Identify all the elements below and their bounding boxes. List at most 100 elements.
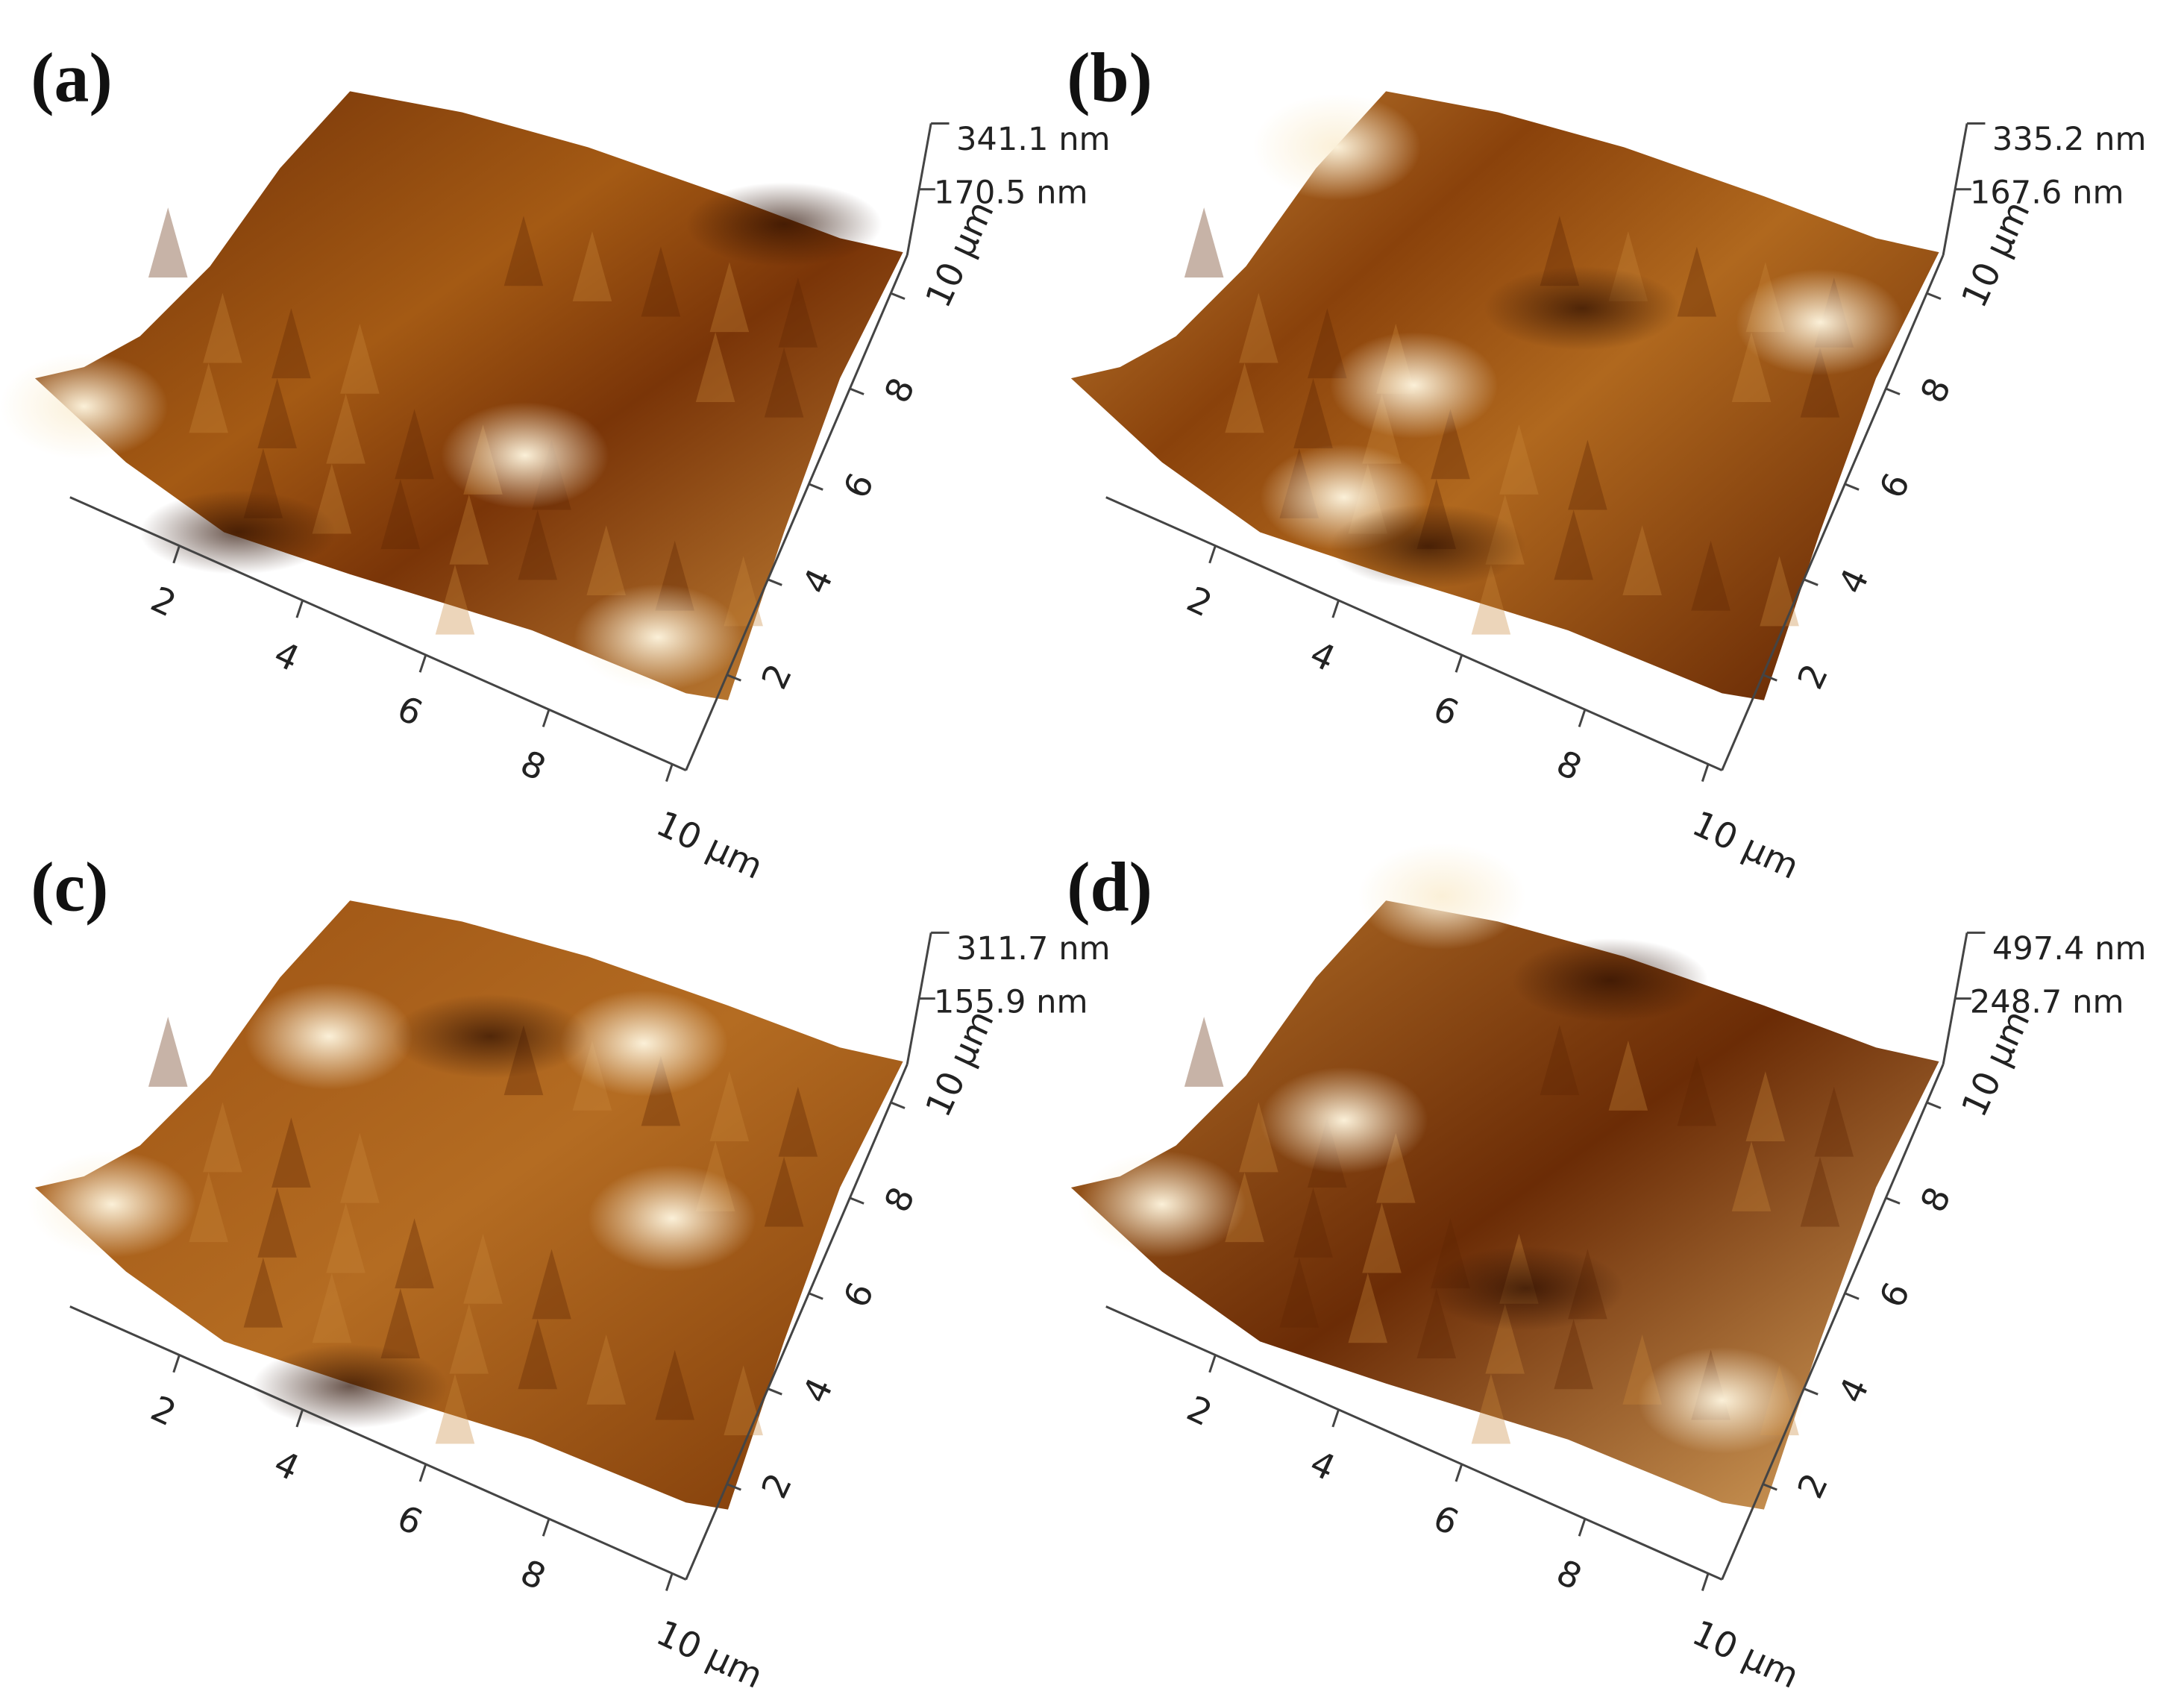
surface-peak xyxy=(272,1117,311,1188)
y-tick xyxy=(767,1387,782,1396)
panel: (a) 2 4 6 8 10 µm 2 4 6 8 10 µm 341.1 nm 170.5 nm xyxy=(0,39,1111,888)
surface-peak xyxy=(1499,424,1539,495)
y-tick-label: 8 xyxy=(1912,371,1959,409)
surface-shadow xyxy=(1428,1246,1625,1331)
surface-peak xyxy=(189,1172,228,1243)
y-tick xyxy=(1926,1101,1942,1109)
surface-peak xyxy=(395,1218,434,1289)
x-tick xyxy=(295,1409,304,1428)
x-tick xyxy=(1455,655,1463,673)
surface-peak xyxy=(1376,1132,1416,1203)
z-axis xyxy=(1942,123,1968,256)
y-tick-label: 8 xyxy=(1912,1181,1959,1218)
x-tick xyxy=(418,655,427,673)
surface-peak xyxy=(1568,439,1607,510)
surface-peak xyxy=(243,1257,283,1328)
surface-peak xyxy=(257,1187,297,1258)
x-axis xyxy=(1105,496,1723,772)
surface-peak xyxy=(380,1288,421,1358)
x-tick xyxy=(1578,709,1587,727)
surface-peak xyxy=(586,525,626,596)
surface-peak xyxy=(1348,1273,1388,1343)
surface-peak xyxy=(1731,1141,1772,1211)
y-tick xyxy=(1762,1483,1777,1491)
surface-highlight xyxy=(1252,94,1422,201)
surface-peak xyxy=(572,231,612,301)
surface-peak xyxy=(189,363,228,433)
x-tick xyxy=(172,1355,181,1373)
surface-highlight xyxy=(1078,1151,1246,1258)
z-max-label: 311.7 nm xyxy=(956,930,1111,967)
surface xyxy=(0,91,903,700)
surface-highlight xyxy=(28,1151,196,1258)
surface-peak xyxy=(435,564,475,635)
y-tick-label: 6 xyxy=(1871,1276,1918,1314)
surface-peak xyxy=(380,479,421,550)
x-axis xyxy=(1105,1305,1723,1581)
x-tick xyxy=(1455,1464,1463,1482)
surface-peak xyxy=(518,509,558,580)
surface-highlight xyxy=(588,1164,756,1272)
surface-peak xyxy=(257,378,297,448)
surface-highlight xyxy=(1358,843,1526,950)
x-tick-label: 10 µm xyxy=(1686,1613,1804,1697)
z-axis xyxy=(1942,932,1968,1065)
x-tick xyxy=(665,1573,674,1591)
z-mid-label: 155.9 nm xyxy=(934,983,1088,1020)
y-tick xyxy=(1926,292,1942,300)
y-tick-label: 8 xyxy=(876,371,923,409)
x-tick xyxy=(295,600,304,618)
surface-peak xyxy=(1554,1319,1593,1390)
x-tick-label: 8 xyxy=(514,743,551,789)
surface-peak xyxy=(724,556,763,627)
x-tick-label: 2 xyxy=(1181,1388,1218,1434)
panel-label: (c) xyxy=(31,848,108,926)
y-tick xyxy=(1803,1387,1819,1396)
surface-peak xyxy=(395,409,434,480)
y-tick-label: 4 xyxy=(1831,562,1877,600)
x-axis xyxy=(69,496,687,772)
panel-label: (d) xyxy=(1067,848,1152,926)
x-tick xyxy=(1701,764,1710,782)
z-mid-label: 167.6 nm xyxy=(1970,174,2124,211)
x-tick xyxy=(665,764,674,782)
z-mid-label: 170.5 nm xyxy=(934,174,1088,211)
y-tick xyxy=(1885,1197,1901,1205)
y-tick xyxy=(1762,674,1777,682)
surface-peak xyxy=(1416,1288,1456,1358)
surface xyxy=(1070,843,1939,1510)
surface-peak xyxy=(724,1365,763,1436)
surface-shadow xyxy=(1330,504,1526,589)
x-tick xyxy=(172,545,181,564)
y-tick xyxy=(1885,387,1901,395)
x-tick-label: 4 xyxy=(268,633,305,680)
surface-peak xyxy=(1184,1016,1224,1087)
surface-peak xyxy=(203,292,242,363)
surface-peak xyxy=(778,277,818,348)
surface-peak xyxy=(203,1102,242,1173)
surface-peak xyxy=(1485,1303,1525,1374)
surface-peak xyxy=(1691,540,1730,611)
x-tick-label: 4 xyxy=(1304,1443,1341,1489)
surface-shadow xyxy=(139,490,336,574)
x-tick xyxy=(1208,1355,1217,1373)
surface-peak xyxy=(1293,378,1333,448)
surface-highlight xyxy=(574,584,742,691)
x-tick xyxy=(1578,1519,1587,1537)
surface-peak xyxy=(1814,1086,1854,1157)
surface-peak xyxy=(449,494,489,565)
surface-peak xyxy=(1800,1156,1840,1227)
surface-peak xyxy=(1293,1187,1333,1258)
y-tick xyxy=(849,1197,865,1205)
surface-peak xyxy=(532,1249,571,1320)
y-tick-label: 10 µm xyxy=(917,1004,1002,1123)
surface-peak xyxy=(1239,292,1278,363)
x-tick-label: 8 xyxy=(514,1552,551,1598)
y-tick-label: 10 µm xyxy=(1954,195,2038,313)
z-mid-label: 248.7 nm xyxy=(1970,983,2124,1020)
surface-peak xyxy=(435,1373,475,1444)
surface-peak xyxy=(449,1303,489,1374)
y-tick xyxy=(1844,1292,1860,1300)
surface-peak xyxy=(272,308,311,379)
